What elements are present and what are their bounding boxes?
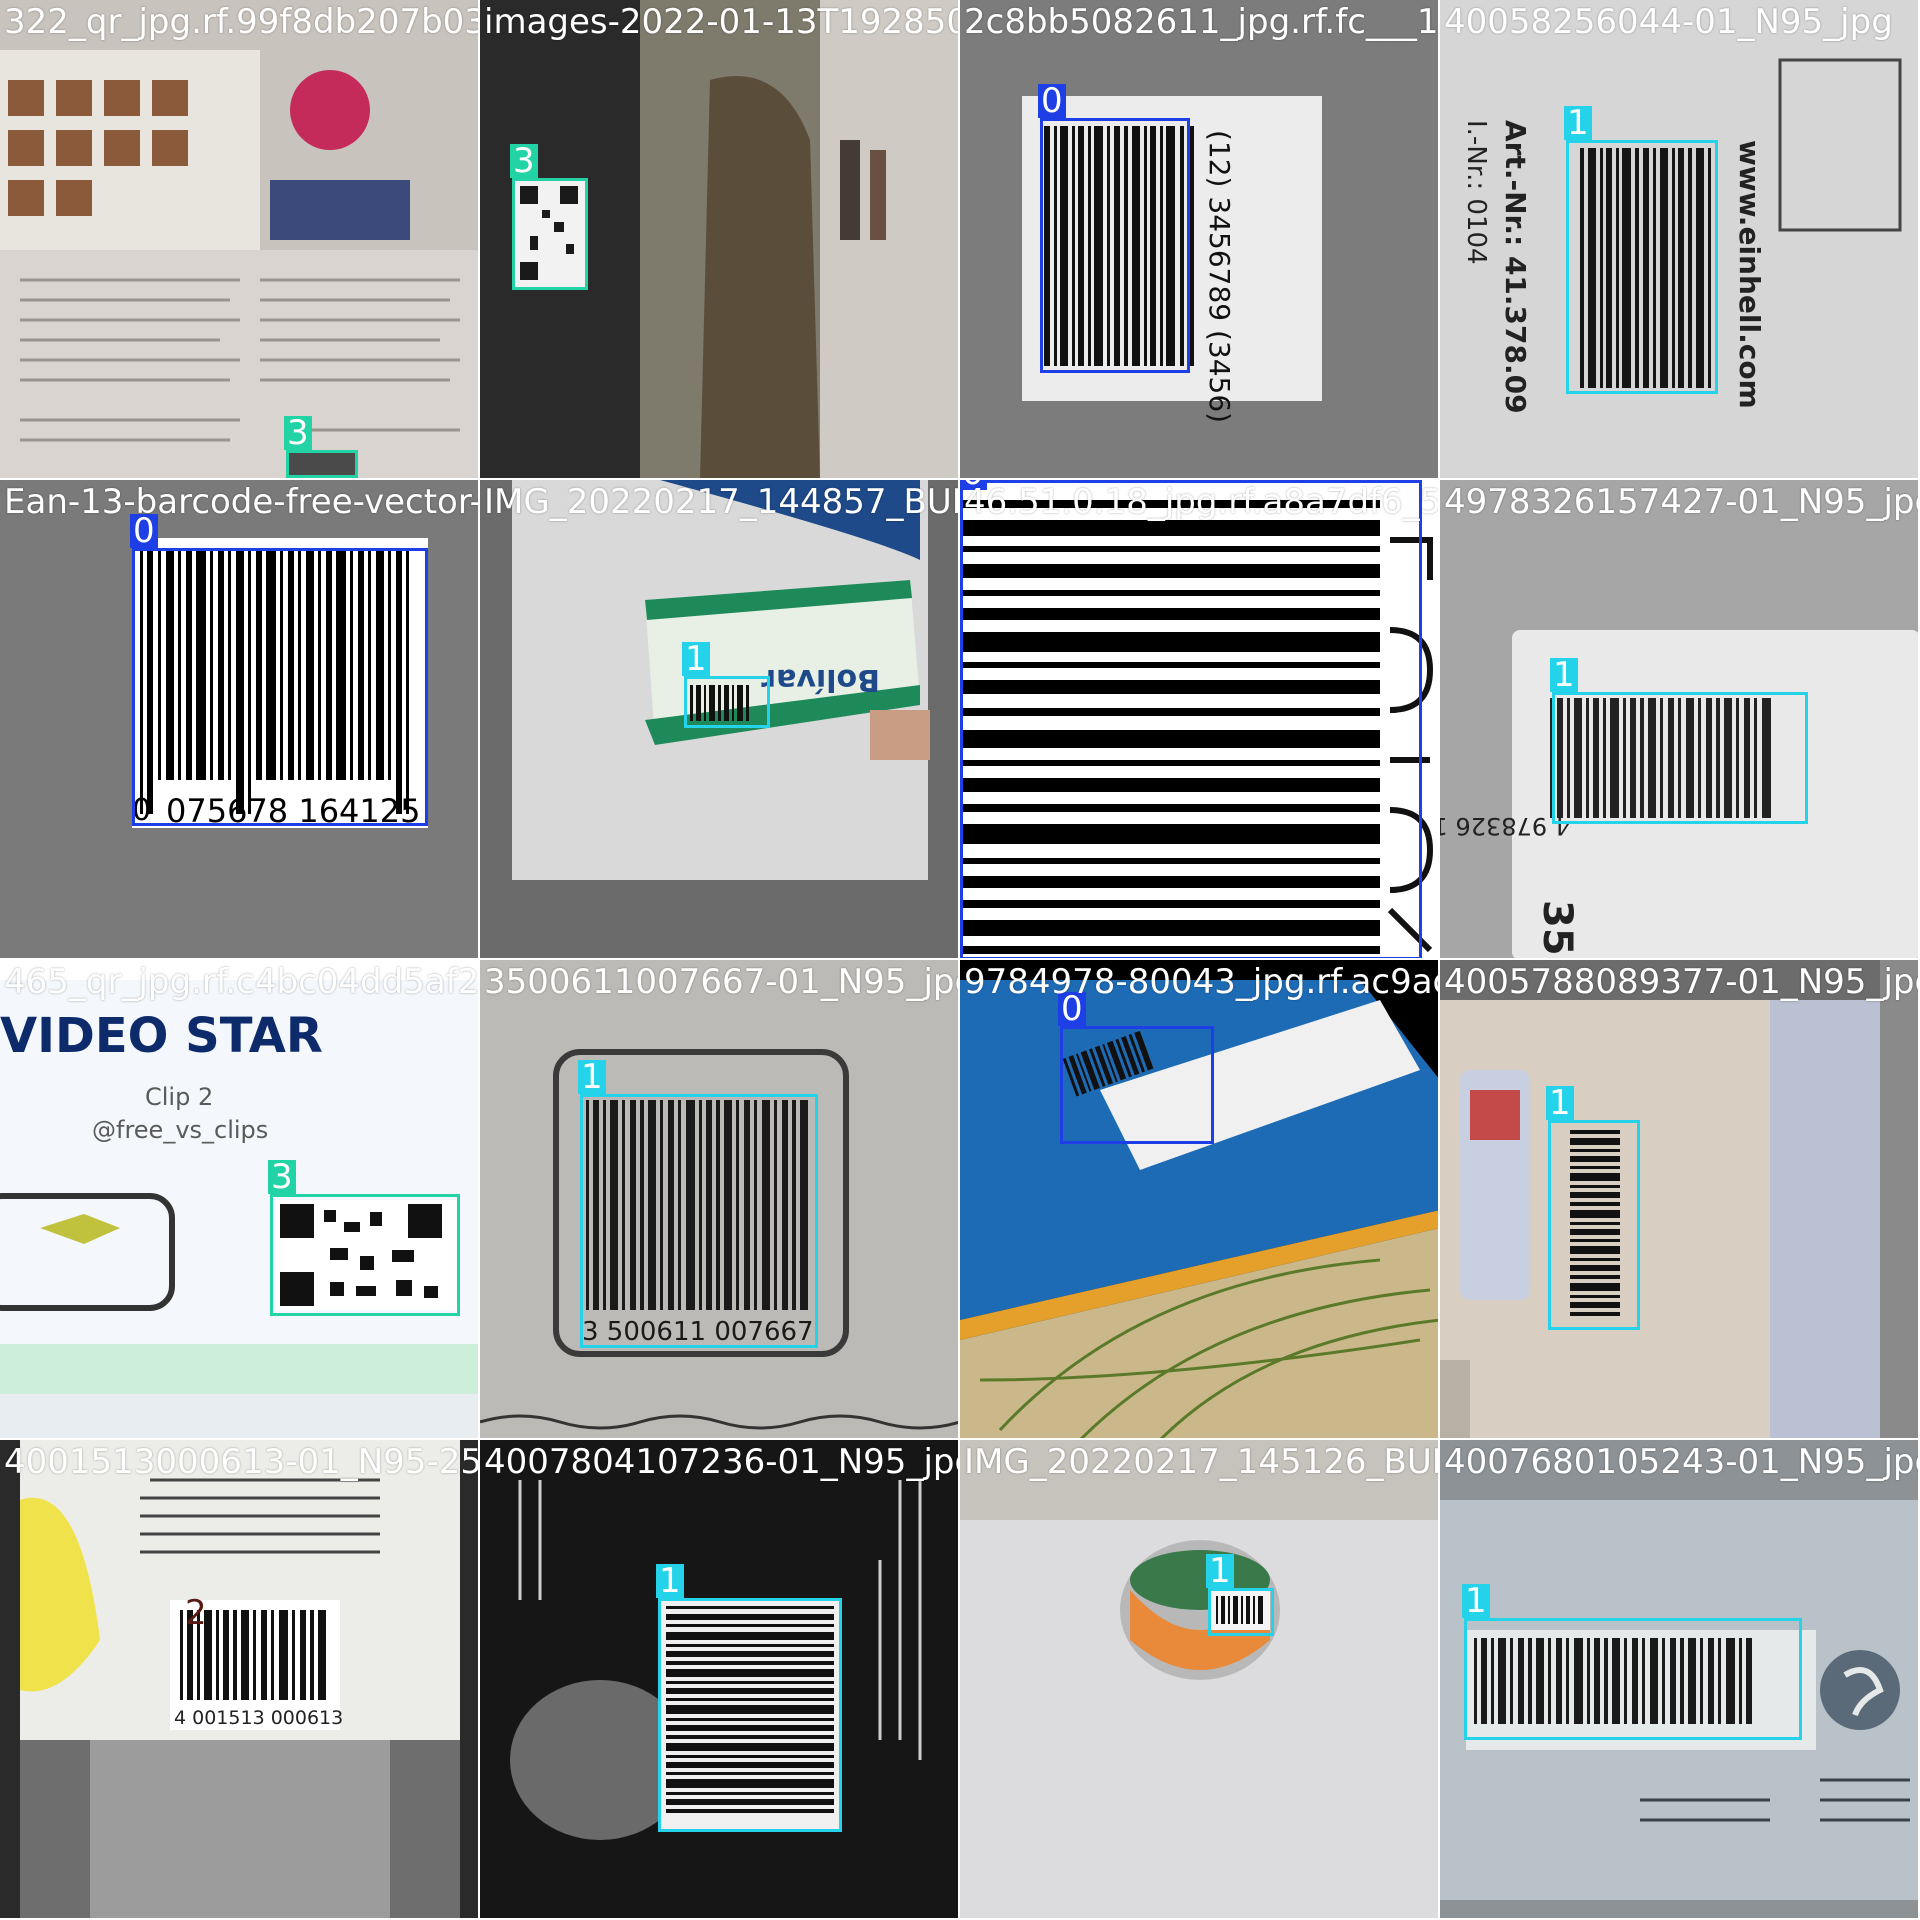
detection-box-qr — [270, 1194, 460, 1316]
tile-filename: IMG_20220217_145126_BURST_jpg — [964, 1442, 1438, 1482]
barcode-digits: 3 500611 007667 — [582, 1317, 814, 1347]
detection-box-qr — [286, 450, 358, 478]
grid-tile-6[interactable]: 0 46.51.0.18_jpg.rf.a8a7df6_549783261574… — [960, 480, 1440, 960]
detection-box-barcode — [580, 1094, 818, 1348]
class-label: 0 — [960, 480, 987, 490]
grid-tile-11[interactable]: 1 4005788089377-01_N95_jpg — [1440, 960, 1920, 1440]
grid-tile-9[interactable]: 3 500611 007667 1 3500611007667-01_N95_j… — [480, 960, 960, 1440]
detection-box-barcode — [658, 1598, 842, 1832]
tile-photo: 4 978326 157427 352 — [1440, 480, 1918, 960]
tile-filename: 2c8bb5082611_jpg.rf.fc___11_jpg.rf.88255… — [964, 2, 1439, 42]
detection-box-barcode — [1552, 692, 1808, 824]
tile-photo — [1440, 960, 1918, 1438]
grid-tile-8[interactable]: VIDEO STAR Clip 2 @free_vs_clips 3 465_q… — [0, 960, 480, 1440]
grid-tile-13[interactable]: 1 4007804107236-01_N95_jpg — [480, 1440, 960, 1920]
tile-photo — [960, 960, 1438, 1438]
detection-box-barcode — [1566, 140, 1718, 394]
clip-title: Clip 2 — [145, 1083, 213, 1111]
clip-handle: @free_vs_clips — [92, 1116, 268, 1144]
tile-photo: VIDEO STAR Clip 2 @free_vs_clips — [0, 960, 478, 1438]
barcode-digits: 4 001513 000613 — [174, 1707, 343, 1729]
lead-digit: 0 — [132, 793, 151, 828]
tile-photo: Bolívar — [480, 480, 958, 958]
detection-box-barcode — [684, 676, 770, 728]
grid-tile-15[interactable]: 1 4007680105243-01_N95_jpg — [1440, 1440, 1920, 1920]
grid-tile-10[interactable]: 0 9784978-80043_jpg.rf.ac9ad — [960, 960, 1440, 1440]
tile-filename: Ean-13-barcode-free-vector-download — [4, 482, 478, 522]
package-number: 352 — [1534, 900, 1580, 960]
tile-filename: images-2022-01-13T192850.264_jpg.rf.fc — [484, 2, 958, 42]
grid-tile-3[interactable]: Art.-Nr.: 41.378.09 I.-Nr.: 0104 www.ein… — [1440, 0, 1920, 480]
tile-photo — [1440, 1440, 1918, 1918]
tile-filename: 46.51.0.18_jpg.rf.a8a7df6_549783261574a7… — [964, 482, 1440, 522]
class-label: 2 — [185, 1593, 207, 1633]
video-star-title: VIDEO STAR — [0, 1008, 323, 1064]
class-label: 1 — [1564, 106, 1592, 140]
grid-tile-1[interactable]: 3 images-2022-01-13T192850.264_jpg.rf.fc — [480, 0, 960, 480]
tile-photo — [480, 0, 958, 478]
tile-filename: 465_qr_jpg.rf.c4bc04dd5af2a3 — [4, 962, 480, 1002]
grid-tile-0[interactable]: 3 322_qr_jpg.rf.99f8db207b03i52f8a25e2e0… — [0, 0, 480, 480]
grid-tile-5[interactable]: Bolívar 1 IMG_20220217_144857_BURST_jpg.… — [480, 480, 960, 960]
class-label: 1 — [1546, 1086, 1574, 1120]
tile-photo: 0 075678 164125 — [0, 480, 478, 958]
tile-filename: 4001513000613-01_N95-25 — [4, 1442, 480, 1482]
tile-filename: 40058256044-01_N95_jpg — [1444, 2, 1893, 42]
class-label: 1 — [1550, 658, 1578, 692]
class-label: 3 — [284, 416, 312, 450]
grid-tile-12[interactable]: 4 001513 000613 2 4001513000613-01_N95-2… — [0, 1440, 480, 1920]
tile-photo — [960, 1440, 1438, 1918]
tile-filename: 4978326157427-01_N95_jpg — [1444, 482, 1920, 522]
tile-filename: 4007680105243-01_N95_jpg — [1444, 1442, 1920, 1482]
tile-filename: IMG_20220217_144857_BURST_jpg.rf.a885491… — [484, 482, 958, 522]
tile-filename: 322_qr_jpg.rf.99f8db207b03i52f8a25e2e0e — [4, 2, 478, 42]
tile-filename: 4005788089377-01_N95_jpg — [1444, 962, 1920, 1002]
tile-filename: 9784978-80043_jpg.rf.ac9ad — [964, 962, 1440, 1002]
class-label: 3 — [268, 1160, 296, 1194]
detection-box-barcode — [1060, 1026, 1214, 1144]
tile-photo: 3 500611 007667 — [480, 960, 958, 1438]
grid-tile-7[interactable]: 4 978326 157427 352 1 4978326157427-01_N… — [1440, 480, 1920, 960]
class-label: 3 — [510, 144, 538, 178]
class-label: 0 — [1058, 992, 1086, 1026]
tile-photo — [960, 480, 1438, 958]
tile-photo — [0, 0, 478, 478]
class-label: 0 — [1038, 84, 1066, 118]
detection-box-barcode — [1464, 1618, 1802, 1740]
tile-photo: Art.-Nr.: 41.378.09 I.-Nr.: 0104 www.ein… — [1440, 0, 1918, 478]
barcode-digits: (12) 3456789 (3456) — [1203, 130, 1236, 423]
detection-box-barcode — [1040, 118, 1190, 373]
tile-photo: (12) 3456789 (3456) — [960, 0, 1438, 478]
class-label: 1 — [1206, 1554, 1234, 1588]
brand-url: www.einhell.com — [1733, 140, 1766, 409]
class-label: 1 — [656, 1564, 684, 1598]
article-number: Art.-Nr.: 41.378.09 — [1499, 120, 1532, 414]
tile-filename: 4007804107236-01_N95_jpg — [484, 1442, 960, 1482]
tile-photo — [480, 1440, 958, 1918]
tile-filename: 3500611007667-01_N95_jpg — [484, 962, 960, 1002]
grid-tile-2[interactable]: (12) 3456789 (3456) 0 2c8bb5082611_jpg.r… — [960, 0, 1440, 480]
brand-name: Bolívar — [761, 662, 880, 697]
detection-box-qr — [512, 178, 588, 290]
detection-box-barcode — [1208, 1588, 1274, 1636]
detection-box-barcode — [132, 548, 428, 826]
detection-box-barcode — [960, 480, 1422, 958]
grid-tile-4[interactable]: 0 075678 164125 0 Ean-13-barcode-free-ve… — [0, 480, 480, 960]
class-label: 1 — [682, 642, 710, 676]
tile-photo: 4 001513 000613 — [0, 1440, 478, 1918]
barcode-digits: 4 978326 157427 — [1440, 812, 1570, 840]
class-label: 0 — [130, 514, 158, 548]
detection-box-barcode — [1548, 1120, 1640, 1330]
class-label: 1 — [1462, 1584, 1490, 1618]
class-label: 1 — [578, 1060, 606, 1094]
id-number: I.-Nr.: 0104 — [1461, 120, 1491, 265]
grid-tile-14[interactable]: 1 IMG_20220217_145126_BURST_jpg — [960, 1440, 1440, 1920]
